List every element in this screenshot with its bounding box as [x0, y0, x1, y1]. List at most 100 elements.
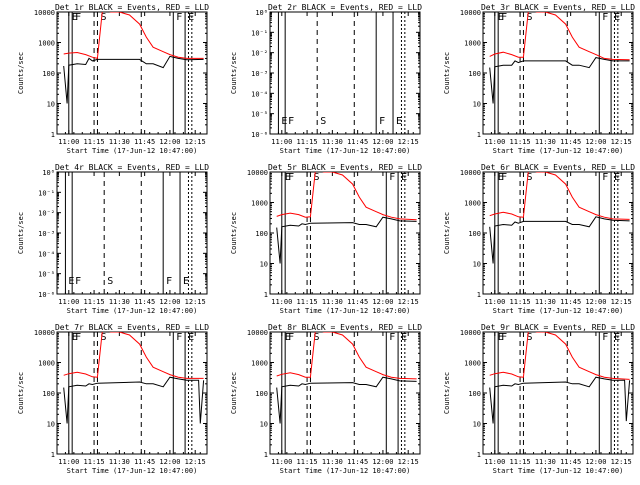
- y-axis-label: Counts/sec: [443, 372, 451, 414]
- x-tick-label: 11:30: [535, 298, 556, 306]
- x-tick-label: 11:00: [58, 138, 79, 146]
- event-marker-label: F: [602, 332, 608, 343]
- y-tick-label: 10: [47, 421, 55, 429]
- y-tick-label: 10000: [34, 329, 55, 337]
- panel-title: Det 4r BLACK = Events, RED = LLD: [55, 163, 209, 172]
- detector-panel-1: Det 1r BLACK = Events, RED = LLD 1 10 100 10…: [17, 3, 209, 155]
- events-series-line: [63, 376, 205, 424]
- y-axis-label: Counts/sec: [230, 372, 238, 414]
- y-tick-label: 10000: [247, 329, 268, 337]
- x-tick-label: 11:30: [535, 458, 556, 466]
- y-tick-label: 10: [473, 421, 481, 429]
- detector-panel-9: Det 9r BLACK = Events, RED = LLD 1 10 100 10…: [443, 323, 635, 475]
- event-marker-label: E: [498, 332, 504, 343]
- x-tick-label: 12:00: [159, 298, 180, 306]
- y-tick-label: 100: [468, 230, 481, 238]
- x-tick-label: 12:15: [398, 138, 419, 146]
- y-tick-label: 10000: [34, 9, 55, 17]
- event-marker-label: S: [526, 172, 532, 183]
- x-axis-label: Start Time (17-Jun-12 10:47:00): [67, 307, 198, 315]
- x-tick-label: 12:15: [398, 298, 419, 306]
- y-tick-label: 1: [264, 291, 268, 299]
- x-tick-label: 11:15: [510, 138, 531, 146]
- events-series-line: [63, 55, 204, 104]
- event-marker-label: F: [379, 116, 385, 127]
- event-marker-label: E: [72, 332, 78, 343]
- x-tick-label: 11:15: [510, 458, 531, 466]
- events-series-line: [489, 376, 631, 424]
- y-tick-label: 1: [264, 451, 268, 459]
- x-tick-label: 12:15: [185, 458, 206, 466]
- x-tick-label: 12:15: [611, 458, 632, 466]
- y-tick-label: 10000: [247, 169, 268, 177]
- x-tick-label: 11:30: [109, 298, 130, 306]
- x-tick-label: 12:00: [372, 458, 393, 466]
- detector-panel-3: Det 3r BLACK = Events, RED = LLD 1 10 100 10…: [443, 3, 635, 155]
- x-tick-label: 11:00: [58, 458, 79, 466]
- panel-title: Det 6r BLACK = Events, RED = LLD: [481, 163, 635, 172]
- x-tick-label: 11:00: [271, 138, 292, 146]
- panel-title: Det 5r BLACK = Events, RED = LLD: [268, 163, 422, 172]
- x-tick-label: 12:00: [159, 138, 180, 146]
- event-marker-label: E: [285, 172, 291, 183]
- x-tick-label: 11:45: [560, 298, 581, 306]
- y-tick-label: 1000: [251, 200, 268, 208]
- event-marker-label: F: [389, 172, 395, 183]
- x-tick-label: 12:15: [185, 138, 206, 146]
- lld-series-line: [63, 332, 204, 379]
- x-tick-label: 12:00: [372, 138, 393, 146]
- x-tick-label: 11:00: [484, 298, 505, 306]
- y-tick-label: 10: [260, 261, 268, 269]
- event-marker-label: F: [75, 332, 81, 343]
- event-marker-label: F: [288, 172, 294, 183]
- y-tick-label: 1000: [251, 360, 268, 368]
- event-marker-label: F: [501, 332, 507, 343]
- event-marker-label: F: [176, 12, 182, 23]
- y-tick-label: 10000: [460, 329, 481, 337]
- events-series-line: [276, 216, 417, 264]
- x-tick-label: 11:00: [484, 458, 505, 466]
- event-marker-label: E: [614, 12, 620, 23]
- x-tick-label: 11:45: [347, 298, 368, 306]
- event-marker-label: E: [183, 276, 189, 287]
- x-tick-label: 12:00: [585, 138, 606, 146]
- y-tick-label: 1000: [464, 40, 481, 48]
- y-tick-label: 10⁰: [255, 9, 268, 17]
- y-tick-label: 1000: [38, 40, 55, 48]
- event-marker-label: F: [166, 276, 172, 287]
- event-marker-label: F: [501, 12, 507, 23]
- y-tick-label: 1: [51, 451, 55, 459]
- x-axis-label: Start Time (17-Jun-12 10:47:00): [280, 147, 411, 155]
- y-axis-label: Counts/sec: [443, 52, 451, 94]
- y-tick-label: 10000: [460, 9, 481, 17]
- y-axis-label: Counts/sec: [17, 372, 25, 414]
- panel-title: Det 3r BLACK = Events, RED = LLD: [481, 3, 635, 12]
- x-tick-label: 11:30: [535, 138, 556, 146]
- y-tick-label: 100: [42, 390, 55, 398]
- x-tick-label: 11:00: [271, 458, 292, 466]
- y-tick-label: 100: [42, 70, 55, 78]
- x-tick-label: 11:30: [109, 458, 130, 466]
- x-tick-label: 11:45: [134, 458, 155, 466]
- x-tick-label: 11:15: [297, 458, 318, 466]
- event-marker-label: F: [501, 172, 507, 183]
- x-tick-label: 11:45: [347, 138, 368, 146]
- events-series-line: [276, 376, 417, 424]
- y-axis-label: Counts/sec: [17, 52, 25, 94]
- x-tick-label: 12:15: [398, 458, 419, 466]
- event-marker-label: F: [75, 12, 81, 23]
- y-tick-label: 10: [473, 261, 481, 269]
- event-marker-label: E: [401, 172, 407, 183]
- y-tick-label: 10⁻¹: [38, 189, 55, 197]
- y-tick-label: 1000: [38, 360, 55, 368]
- y-tick-label: 100: [468, 70, 481, 78]
- x-tick-label: 11:45: [134, 298, 155, 306]
- panel-title: Det 1r BLACK = Events, RED = LLD: [55, 3, 209, 12]
- panel-title: Det 7r BLACK = Events, RED = LLD: [55, 323, 209, 332]
- x-axis-label: Start Time (17-Jun-12 10:47:00): [493, 307, 624, 315]
- x-axis-label: Start Time (17-Jun-12 10:47:00): [67, 147, 198, 155]
- y-tick-label: 100: [468, 390, 481, 398]
- y-tick-label: 10⁻⁴: [38, 250, 55, 258]
- x-tick-label: 11:00: [58, 298, 79, 306]
